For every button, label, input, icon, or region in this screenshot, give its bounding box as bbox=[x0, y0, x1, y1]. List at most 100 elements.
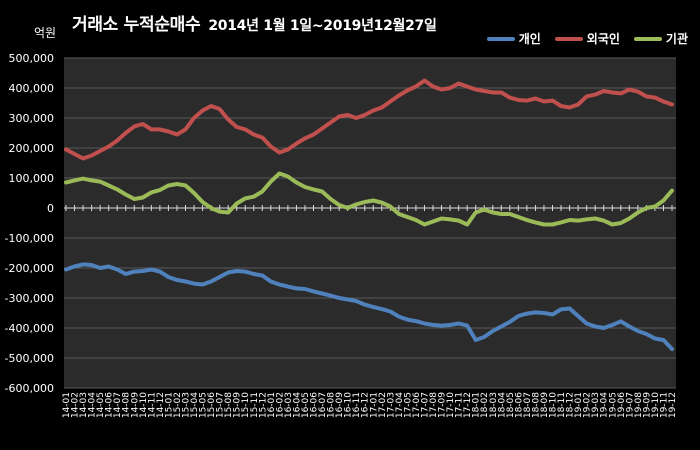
legend-label-foreign: 외국인 bbox=[586, 32, 620, 46]
x-tick-label: 18-08 bbox=[531, 392, 541, 418]
x-tick-label: 16-06 bbox=[310, 392, 320, 418]
x-tick-label: 15-06 bbox=[207, 392, 217, 418]
x-tick-label: 18-07 bbox=[523, 392, 533, 418]
x-tick-label: 15-07 bbox=[216, 392, 226, 418]
x-tick-label: 17-09 bbox=[438, 392, 448, 418]
x-tick-label: 16-11 bbox=[352, 392, 362, 418]
x-tick-label: 17-04 bbox=[395, 392, 405, 418]
y-axis-unit-label: 억원 bbox=[34, 26, 57, 40]
x-tick-label: 14-02 bbox=[71, 392, 81, 418]
legend-swatch-foreign bbox=[554, 36, 583, 41]
x-tick-label: 18-06 bbox=[514, 392, 524, 418]
chart-subtitle: 2014년 1월 1일~2019년12월27일 bbox=[208, 18, 437, 34]
x-tick-label: 15-12 bbox=[258, 392, 268, 418]
x-tick-label: 16-10 bbox=[344, 392, 354, 418]
x-tick-label: 14-07 bbox=[113, 392, 123, 418]
x-tick-label: 17-07 bbox=[420, 392, 430, 418]
y-tick-label: 0 bbox=[47, 202, 54, 215]
x-tick-label: 17-06 bbox=[412, 392, 422, 418]
x-tick-label: 14-08 bbox=[122, 392, 132, 418]
x-tick-label: 18-12 bbox=[566, 392, 576, 418]
x-tick-label: 19-08 bbox=[634, 392, 644, 418]
x-tick-label: 18-02 bbox=[480, 392, 490, 418]
chart-legend: 개인 외국인 기관 bbox=[486, 30, 688, 47]
legend-swatch-institution bbox=[633, 36, 662, 41]
x-tick-label: 17-12 bbox=[463, 392, 473, 418]
x-tick-label: 19-05 bbox=[608, 392, 618, 418]
legend-item-individual: 개인 bbox=[486, 30, 541, 47]
x-tick-label: 14-11 bbox=[147, 392, 157, 418]
chart-title-text: 거래소 누적순매수 bbox=[72, 15, 201, 35]
x-tick-label: 18-10 bbox=[549, 392, 559, 418]
x-tick-label: 14-03 bbox=[79, 392, 89, 418]
x-tick-label: 16-03 bbox=[284, 392, 294, 418]
legend-label-institution: 기관 bbox=[665, 32, 688, 46]
series-line-individual bbox=[64, 262, 674, 351]
x-tick-label: 19-07 bbox=[625, 392, 635, 418]
y-tick-label: 500,000 bbox=[9, 52, 55, 65]
y-tick-label: 200,000 bbox=[9, 142, 55, 155]
x-tick-label: 15-10 bbox=[241, 392, 251, 418]
x-tick-label: 15-08 bbox=[224, 392, 234, 418]
legend-label-individual: 개인 bbox=[518, 32, 541, 46]
x-tick-label: 14-04 bbox=[88, 392, 98, 418]
x-tick-label: 19-01 bbox=[574, 392, 584, 418]
series-line-foreign bbox=[64, 78, 674, 161]
x-tick-label: 14-10 bbox=[139, 392, 149, 418]
y-tick-label: -500,000 bbox=[5, 352, 54, 365]
x-tick-label: 17-10 bbox=[446, 392, 456, 418]
legend-item-institution: 기관 bbox=[633, 30, 688, 47]
x-tick-label: 18-04 bbox=[497, 392, 507, 418]
y-tick-label: -200,000 bbox=[5, 262, 54, 275]
legend-swatch-individual bbox=[486, 36, 515, 41]
x-tick-label: 18-11 bbox=[557, 392, 567, 418]
x-tick-label: 14-12 bbox=[156, 392, 166, 418]
x-tick-label: 15-09 bbox=[233, 392, 243, 418]
y-tick-label: -100,000 bbox=[5, 232, 54, 245]
x-tick-label: 18-05 bbox=[506, 392, 516, 418]
y-tick-label: -600,000 bbox=[5, 382, 54, 395]
x-tick-label: 19-06 bbox=[617, 392, 627, 418]
x-tick-label: 16-09 bbox=[335, 392, 345, 418]
x-tick-label: 16-02 bbox=[275, 392, 285, 418]
x-tick-label: 17-08 bbox=[429, 392, 439, 418]
x-tick-label: 19-02 bbox=[583, 392, 593, 418]
x-tick-label: 14-06 bbox=[105, 392, 115, 418]
x-tick-label: 19-11 bbox=[659, 392, 669, 418]
y-tick-label: 100,000 bbox=[9, 172, 55, 185]
x-tick-label: 18-09 bbox=[540, 392, 550, 418]
x-tick-label: 19-04 bbox=[600, 392, 610, 418]
x-tick-label: 19-09 bbox=[642, 392, 652, 418]
x-tick-label: 14-05 bbox=[96, 392, 106, 418]
x-tick-label: 19-10 bbox=[651, 392, 661, 418]
x-tick-label: 17-01 bbox=[369, 392, 379, 418]
x-tick-label: 17-11 bbox=[455, 392, 465, 418]
x-tick-label: 15-05 bbox=[199, 392, 209, 418]
x-tick-label: 16-04 bbox=[292, 392, 302, 418]
x-tick-label: 16-05 bbox=[301, 392, 311, 418]
x-tick-label: 15-02 bbox=[173, 392, 183, 418]
y-tick-label: 400,000 bbox=[9, 82, 55, 95]
x-tick-label: 15-03 bbox=[181, 392, 191, 418]
x-tick-label: 15-01 bbox=[164, 392, 174, 418]
legend-item-foreign: 외국인 bbox=[554, 30, 620, 47]
x-tick-label: 16-01 bbox=[267, 392, 277, 418]
x-tick-label: 15-11 bbox=[250, 392, 260, 418]
x-tick-label: 14-09 bbox=[130, 392, 140, 418]
y-tick-label: -300,000 bbox=[5, 292, 54, 305]
x-tick-label: 15-04 bbox=[190, 392, 200, 418]
x-tick-label: 16-12 bbox=[361, 392, 371, 418]
y-tick-label: 300,000 bbox=[9, 112, 55, 125]
x-tick-label: 17-05 bbox=[403, 392, 413, 418]
x-tick-label: 19-03 bbox=[591, 392, 601, 418]
x-tick-label: 19-12 bbox=[668, 392, 678, 418]
x-tick-label: 16-07 bbox=[318, 392, 328, 418]
x-tick-label: 14-01 bbox=[62, 392, 72, 418]
chart-title: 거래소 누적순매수 2014년 1월 1일~2019년12월27일 bbox=[72, 10, 437, 35]
x-tick-label: 18-01 bbox=[472, 392, 482, 418]
series-line-institution bbox=[64, 171, 674, 227]
plot-area bbox=[64, 58, 676, 388]
x-tick-label: 17-03 bbox=[386, 392, 396, 418]
x-tick-label: 17-02 bbox=[378, 392, 388, 418]
